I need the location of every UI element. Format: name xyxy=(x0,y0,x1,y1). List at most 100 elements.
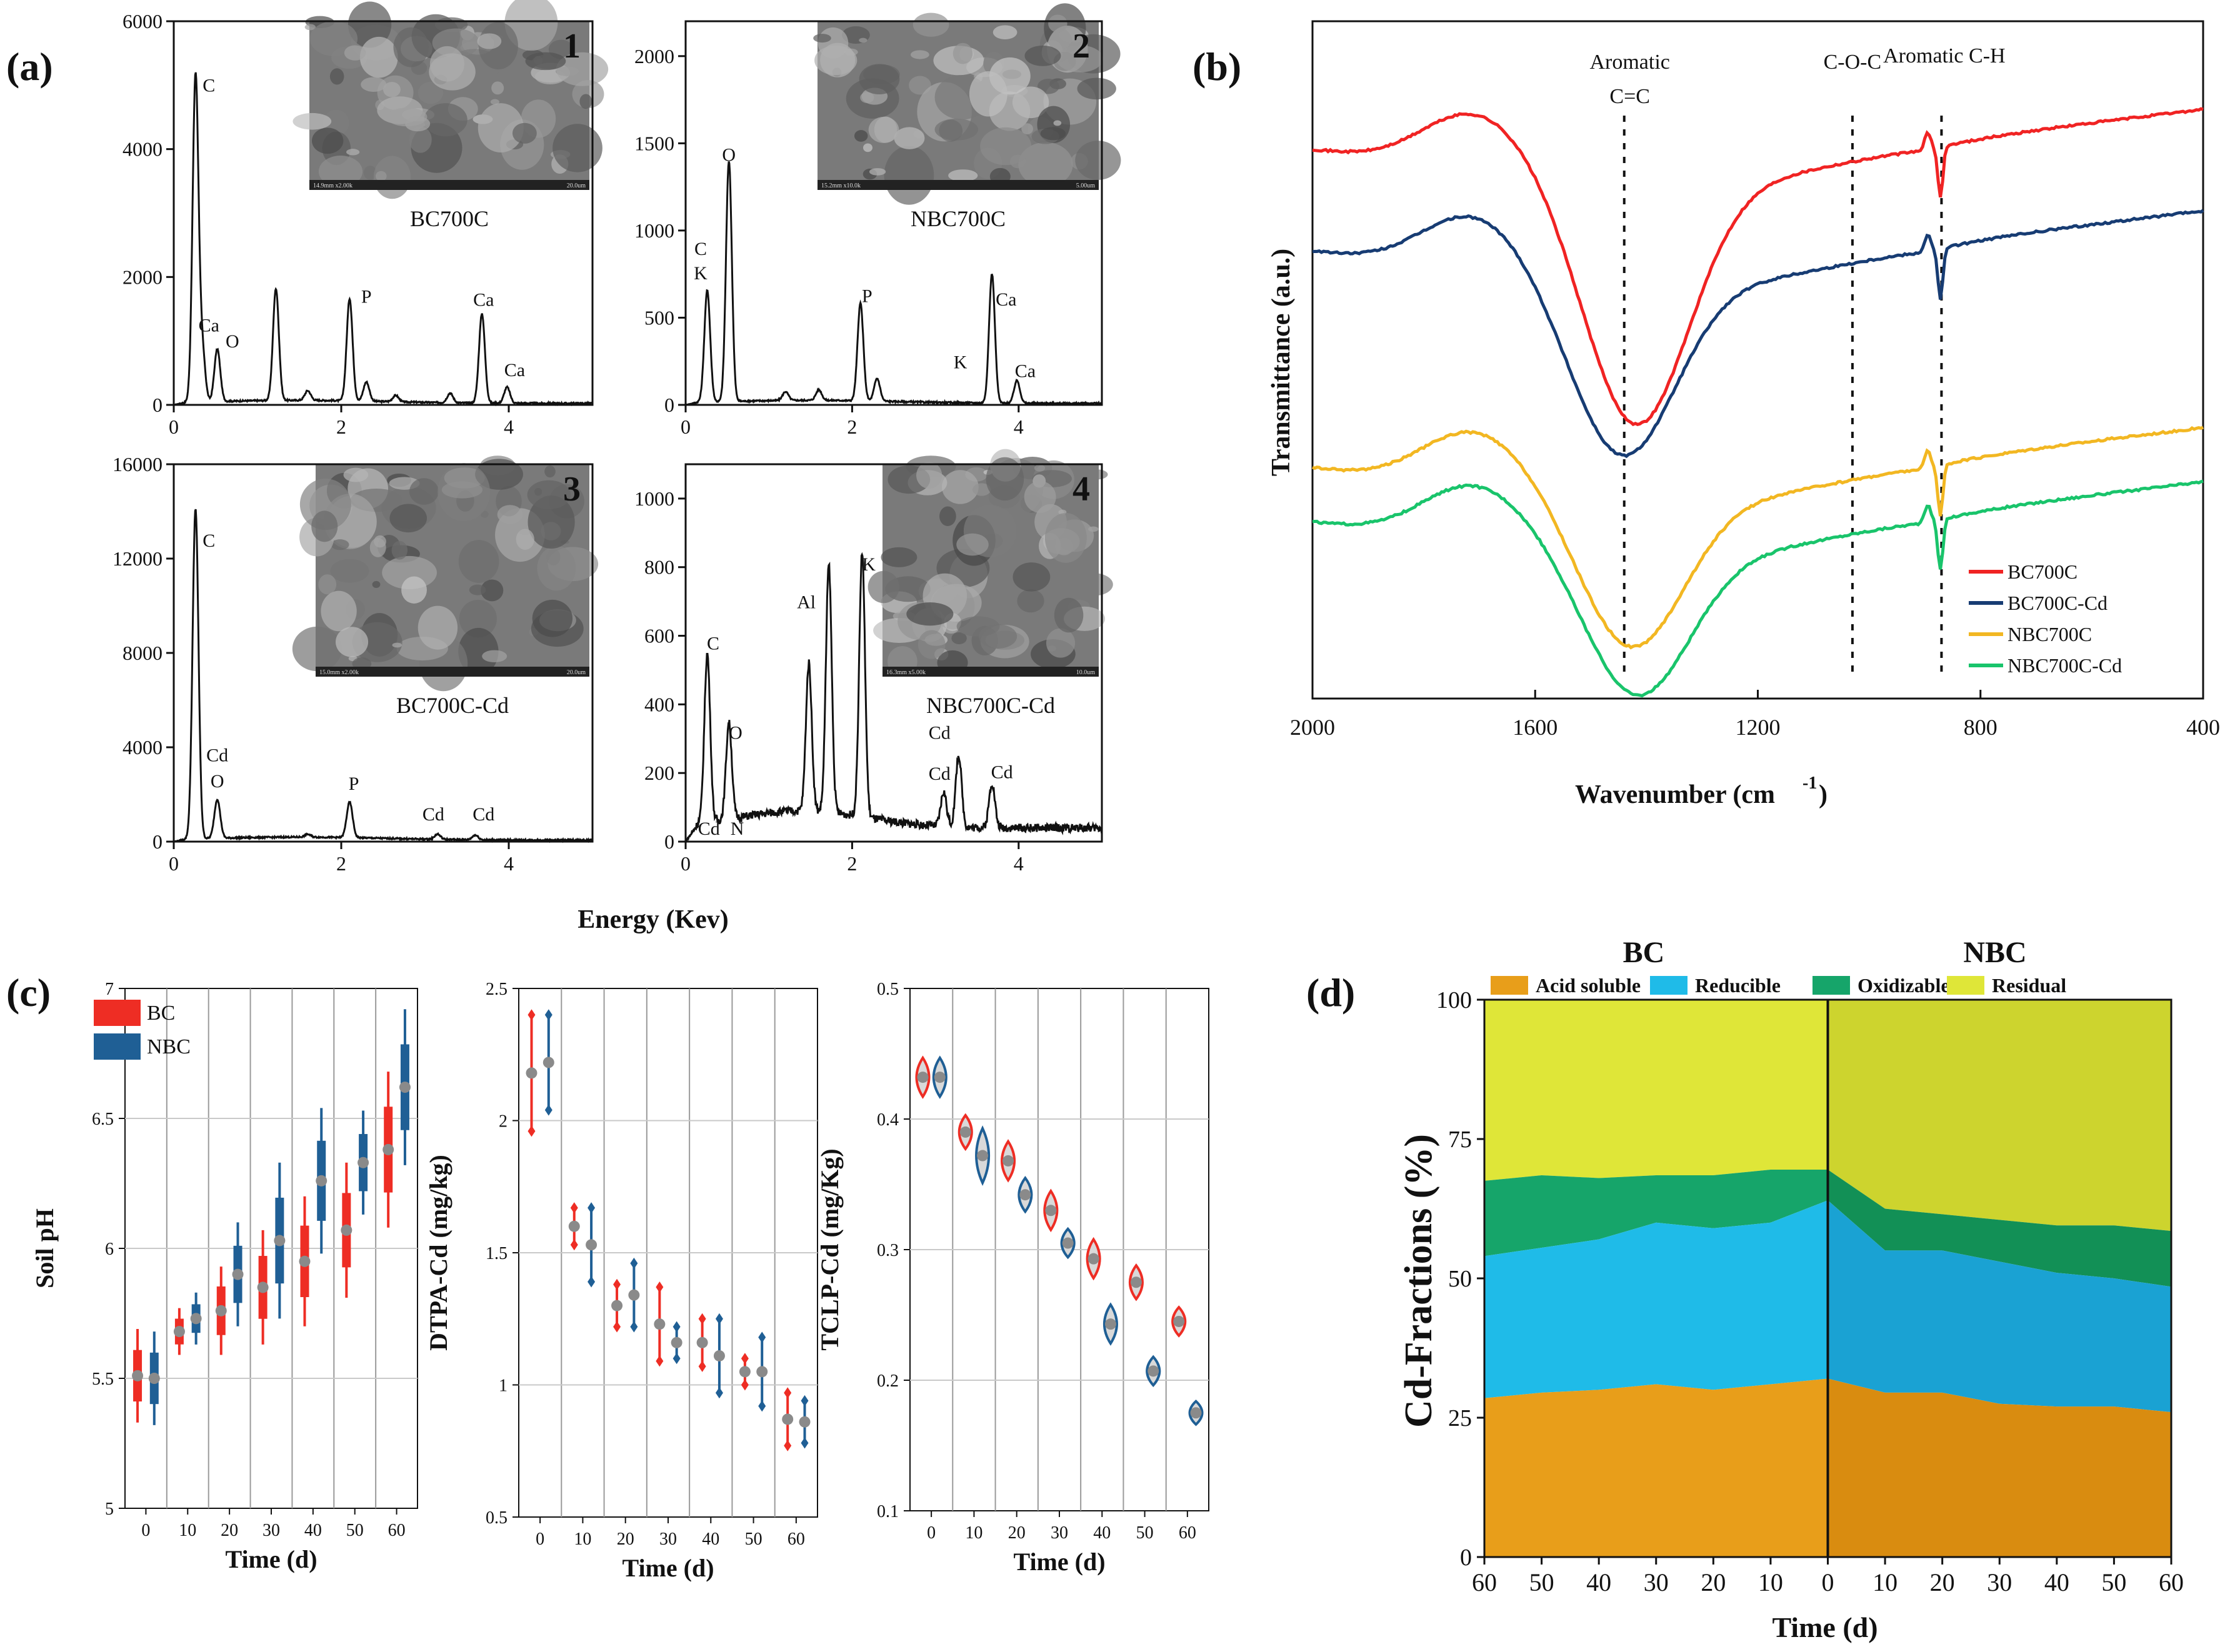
dtpa-extreme-marker xyxy=(544,1104,552,1116)
sem-texture-grain xyxy=(863,143,872,152)
ftir-x-tick-label: 1200 xyxy=(1736,715,1781,740)
eds-x-tick-label: 4 xyxy=(1014,415,1024,438)
eds-chart-3: 15.0mm x2.00k 20.0um 3 BC700C-Cd C Cd O P Cd Cd 0 4… xyxy=(112,453,599,875)
ftir-x-axis-label: Wavenumber (cm xyxy=(1575,780,1775,809)
eds-y-tick-label: 600 xyxy=(644,625,674,647)
eds-x-tick-label: 4 xyxy=(504,415,514,438)
sem-texture-grain xyxy=(1024,480,1056,513)
fractions-legend-swatch xyxy=(1947,976,1984,995)
fractions-legend-swatch xyxy=(1650,976,1688,995)
sem-texture-grain xyxy=(311,510,338,542)
ftir-band-annotation: Aromatic C-H xyxy=(1883,44,2005,67)
sem-texture-grain xyxy=(372,580,381,588)
tclp-y-tick-label: 0.4 xyxy=(877,1110,899,1130)
tclp-mean-point xyxy=(1130,1276,1142,1288)
eds-x-tick-label: 0 xyxy=(681,852,691,875)
ftir-legend-label: NBC700C-Cd xyxy=(2008,654,2122,677)
sem-texture-grain xyxy=(986,457,1024,501)
sem-texture-grain xyxy=(969,71,1008,117)
sem-texture-grain xyxy=(1046,628,1076,658)
eds-y-tick-label: 12000 xyxy=(112,547,162,570)
sem-inset-number: 1 xyxy=(563,27,581,66)
tclp-x-tick-label: 50 xyxy=(1136,1523,1154,1543)
sem-texture-grain xyxy=(579,94,592,109)
sem-texture-grain xyxy=(480,510,489,518)
sem-texture-grain xyxy=(860,92,874,103)
fractions-legend-swatch xyxy=(1491,976,1528,995)
sem-texture-grain xyxy=(951,632,967,645)
ph-mean-point xyxy=(382,1143,394,1155)
eds-x-tick-label: 2 xyxy=(847,415,857,438)
sem-texture-grain xyxy=(1012,562,1051,592)
eds-y-tick-label: 500 xyxy=(644,306,674,329)
sem-texture-grain xyxy=(1002,69,1022,79)
eds-peak-label: Ca xyxy=(996,289,1016,310)
tclp-y-tick-label: 0.3 xyxy=(877,1241,899,1260)
dtpa-extreme-marker xyxy=(630,1257,638,1269)
ftir-line-nbc700c xyxy=(1311,425,2204,650)
ph-x-tick-label: 40 xyxy=(304,1521,322,1540)
ph-x-tick-label: 20 xyxy=(221,1521,238,1540)
ftir-x-tick-label: 1600 xyxy=(1512,715,1558,740)
sem-texture-grain xyxy=(477,33,502,49)
sem-texture-grain xyxy=(344,45,366,61)
eds-spectrum-line xyxy=(684,552,1103,842)
sem-texture-grain xyxy=(1053,120,1062,126)
sem-texture-grain xyxy=(382,82,401,97)
sem-texture-grain xyxy=(481,579,504,602)
ph-mean-point xyxy=(215,1305,227,1316)
eds-spectrum-line xyxy=(173,72,593,407)
eds-y-tick-label: 0 xyxy=(152,830,162,853)
tclp-mean-point xyxy=(1019,1189,1031,1201)
eds-x-tick-label: 2 xyxy=(847,852,857,875)
eds-peak-label: C xyxy=(202,76,215,96)
dtpa-x-tick-label: 10 xyxy=(574,1530,591,1549)
ftir-chart: Aromatic C=C C-O-C Aromatic C-H BC700C BC700C… xyxy=(1267,20,2220,809)
ftir-x-axis-label-sup: -1 xyxy=(1802,774,1817,793)
sem-texture-grain xyxy=(859,64,900,95)
sem-texture-grain xyxy=(490,99,499,105)
sem-texture-grain xyxy=(318,574,337,595)
panel-b-letter: (b) xyxy=(1192,44,1241,89)
sem-texture-grain xyxy=(458,540,499,583)
ph-y-axis-label: Soil pH xyxy=(31,1208,59,1288)
sem-texture-grain xyxy=(343,467,369,482)
sem-texture-grain xyxy=(292,626,342,672)
ph-mean-point xyxy=(316,1175,328,1187)
ph-y-tick-label: 5 xyxy=(105,1500,114,1519)
dtpa-extreme-marker xyxy=(656,1355,664,1367)
dtpa-extreme-marker xyxy=(613,1321,621,1333)
sem-texture-grain xyxy=(528,495,575,549)
eds-y-tick-label: 4000 xyxy=(122,138,162,161)
sem-texture-grain xyxy=(532,599,573,637)
fractions-x-tick-label: 60 xyxy=(2159,1568,2184,1596)
sem-texture-grain xyxy=(906,602,954,626)
dtpa-x-tick-label: 60 xyxy=(788,1530,805,1549)
tclp-x-tick-label: 40 xyxy=(1093,1523,1111,1543)
sem-texture-grain xyxy=(894,127,925,149)
ph-legend-swatch xyxy=(94,1000,141,1026)
ftir-line-nbc700c-cd xyxy=(1312,479,2204,698)
ph-mean-point xyxy=(358,1157,369,1168)
eds-peak-label: Ca xyxy=(199,315,219,336)
sem-texture-grain xyxy=(438,463,491,522)
ph-y-tick-label: 6.5 xyxy=(92,1110,114,1129)
eds-peak-label: Cd xyxy=(422,804,444,825)
sem-texture-grain xyxy=(1034,464,1046,472)
sem-texture-grain xyxy=(352,622,402,662)
sem-texture-grain xyxy=(956,533,989,556)
dtpa-mean-point xyxy=(756,1366,768,1378)
eds-axes-frame xyxy=(684,20,1103,406)
fractions-x-tick-label: 30 xyxy=(1644,1568,1669,1596)
ph-legend-label: BC xyxy=(147,1002,175,1025)
eds-peak-label: Ca xyxy=(473,289,494,310)
fractions-x-tick-label: 20 xyxy=(1701,1568,1726,1596)
sem-texture-grain xyxy=(409,478,439,505)
fractions-y-tick-label: 0 xyxy=(1460,1545,1472,1571)
dtpa-mean-point xyxy=(713,1350,725,1361)
fractions-x-tick-label: 10 xyxy=(1758,1568,1783,1596)
eds-spectrum-line xyxy=(173,509,593,843)
sem-texture-grain xyxy=(909,76,931,95)
